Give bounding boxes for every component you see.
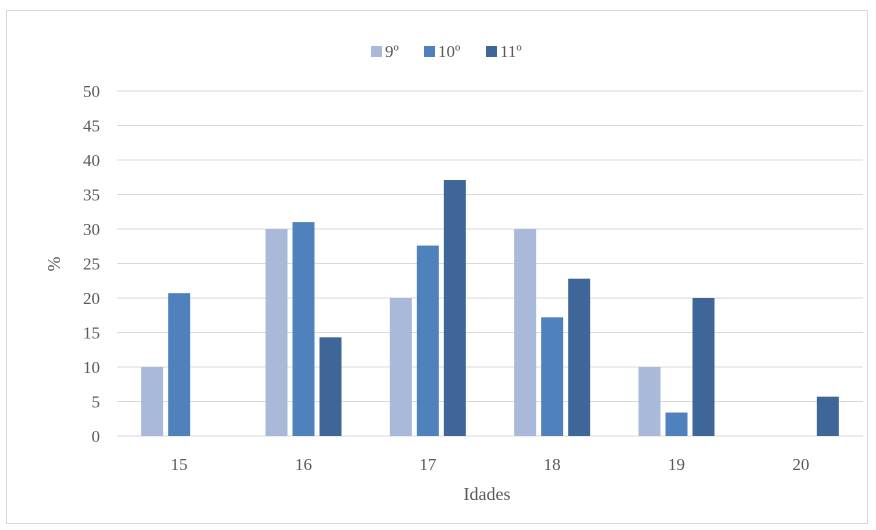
bar-16-9º bbox=[265, 229, 288, 436]
legend: 9º 10º 11º bbox=[371, 42, 522, 61]
legend-label: 10º bbox=[438, 42, 460, 61]
gridlines bbox=[117, 90, 863, 437]
bar-17-9º bbox=[389, 298, 412, 436]
bar-18-11º bbox=[568, 278, 591, 436]
y-tick-label: 10 bbox=[83, 358, 100, 377]
legend-label: 11º bbox=[500, 42, 522, 61]
y-tick-label: 15 bbox=[83, 324, 100, 343]
y-tick-label: 50 bbox=[83, 82, 100, 101]
y-tick-labels: 0 5 10 15 20 25 30 35 40 45 50 bbox=[83, 82, 100, 446]
y-tick-label: 25 bbox=[83, 255, 100, 274]
x-tick-label: 15 bbox=[171, 455, 188, 474]
x-tick-label: 19 bbox=[668, 455, 685, 474]
legend-swatch bbox=[486, 46, 497, 57]
bars bbox=[141, 180, 839, 436]
x-tick-label: 17 bbox=[419, 455, 437, 474]
bar-18-9º bbox=[514, 229, 537, 436]
bar-15-10º bbox=[168, 293, 191, 436]
bar-15-9º bbox=[141, 367, 164, 436]
bar-16-11º bbox=[319, 337, 342, 436]
x-axis-title: Idades bbox=[464, 484, 511, 504]
bar-17-10º bbox=[416, 245, 439, 436]
bar-18-10º bbox=[541, 317, 564, 436]
y-tick-label: 20 bbox=[83, 289, 100, 308]
y-tick-label: 35 bbox=[83, 186, 100, 205]
bar-16-10º bbox=[292, 222, 315, 436]
x-tick-label: 18 bbox=[544, 455, 561, 474]
y-tick-label: 45 bbox=[83, 117, 100, 136]
y-tick-label: 40 bbox=[83, 151, 100, 170]
x-tick-label: 20 bbox=[792, 455, 809, 474]
y-axis-title: % bbox=[44, 257, 64, 272]
y-tick-label: 30 bbox=[83, 220, 100, 239]
y-tick-label: 0 bbox=[92, 427, 101, 446]
bar-20-11º bbox=[816, 396, 839, 436]
bar-17-11º bbox=[443, 180, 466, 436]
bar-19-10º bbox=[665, 412, 688, 436]
legend-label: 9º bbox=[385, 42, 399, 61]
bar-19-11º bbox=[692, 298, 715, 436]
legend-swatch bbox=[424, 46, 435, 57]
y-tick-label: 5 bbox=[92, 393, 101, 412]
bar-19-9º bbox=[638, 367, 661, 436]
x-tick-labels: 15 16 17 18 19 20 bbox=[171, 455, 810, 474]
x-tick-label: 16 bbox=[295, 455, 312, 474]
legend-swatch bbox=[371, 46, 382, 57]
